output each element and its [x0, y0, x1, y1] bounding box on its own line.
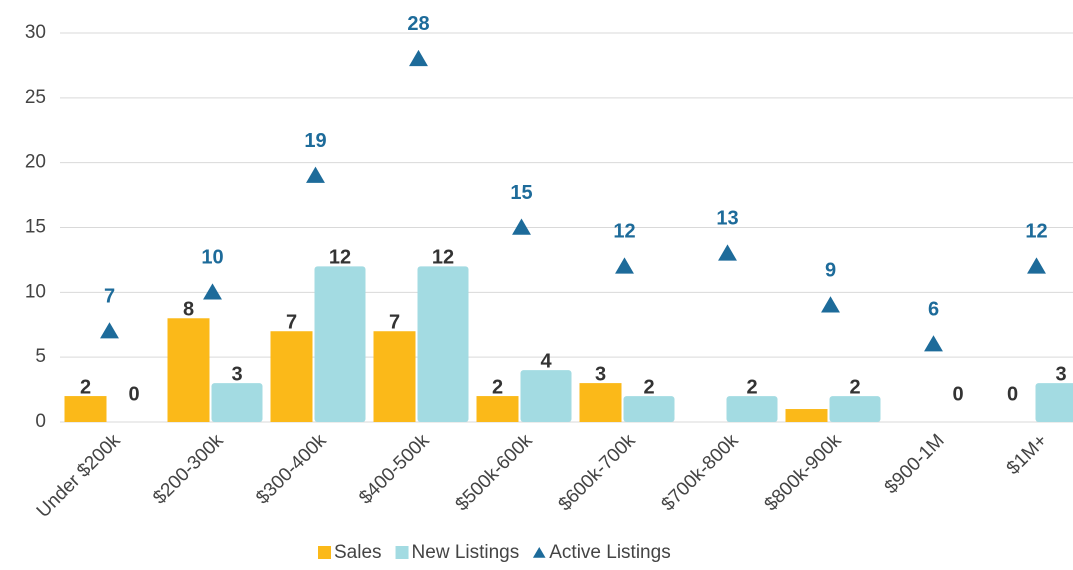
bar: [785, 409, 828, 422]
x-tick-label: $600k-700k: [555, 430, 640, 515]
value-label: 4: [540, 350, 552, 372]
marker: [100, 322, 119, 339]
value-label: 7: [104, 286, 115, 308]
value-label: 12: [329, 247, 351, 269]
marker: [615, 257, 634, 274]
value-label: 3: [1055, 363, 1066, 385]
value-label: 28: [407, 13, 429, 35]
legend-marker: [532, 547, 546, 558]
y-tick-label: 25: [25, 87, 46, 108]
value-label: 12: [432, 247, 454, 269]
bar: [1035, 383, 1073, 422]
x-tick-label: $700k-800k: [658, 430, 743, 515]
x-tick-label: $300-400k: [252, 430, 331, 509]
marker: [512, 218, 531, 235]
bar: [726, 396, 778, 422]
value-label: 2: [849, 376, 860, 398]
value-label: 12: [1025, 221, 1047, 243]
bar: [64, 396, 107, 422]
value-label: 3: [595, 363, 606, 385]
bar: [417, 266, 469, 422]
marker: [306, 166, 325, 183]
y-tick-label: 10: [25, 281, 46, 302]
value-label: 2: [746, 376, 757, 398]
bar: [829, 396, 881, 422]
y-tick-label: 0: [35, 411, 46, 432]
bar: [476, 396, 519, 422]
bar: [520, 370, 572, 422]
value-label: 2: [643, 376, 654, 398]
x-tick-label: $1M+: [1003, 430, 1052, 479]
value-label: 7: [286, 312, 297, 334]
bar: [623, 396, 675, 422]
x-tick-label: $200-300k: [149, 430, 228, 509]
value-label: 19: [304, 130, 326, 152]
bar: [270, 331, 313, 422]
y-tick-label: 5: [35, 346, 46, 367]
x-tick-label: $500k-600k: [452, 430, 537, 515]
bar: [211, 383, 263, 422]
legend-swatch: [318, 546, 331, 559]
value-label: 12: [613, 221, 635, 243]
legend-label: Active Listings: [549, 542, 670, 563]
x-tick-label: $800k-900k: [761, 430, 846, 515]
marker: [203, 283, 222, 300]
marker: [409, 49, 428, 67]
value-label: 9: [825, 260, 836, 282]
x-tick-label: $400-500k: [355, 430, 434, 509]
x-tick-label: Under $200k: [33, 430, 125, 522]
marker: [1027, 257, 1046, 274]
bar: [314, 266, 366, 422]
value-label: 2: [80, 376, 91, 398]
value-label: 0: [1007, 383, 1018, 405]
value-label: 3: [231, 363, 242, 385]
bar: [579, 383, 622, 422]
y-tick-label: 20: [25, 152, 46, 173]
value-label: 7: [389, 312, 400, 334]
marker: [924, 335, 943, 352]
bar: [167, 318, 210, 422]
x-tick-label: $900-1M: [881, 430, 949, 498]
legend-swatch: [395, 546, 409, 559]
value-label: 2: [492, 376, 503, 398]
value-label: 8: [183, 299, 194, 321]
y-tick-label: 30: [25, 22, 46, 43]
value-label: 6: [928, 298, 939, 320]
value-label: 15: [510, 182, 532, 204]
marker: [718, 244, 737, 261]
y-tick-label: 15: [25, 217, 46, 238]
marker: [821, 296, 840, 313]
value-label: 10: [201, 247, 223, 269]
value-label: 0: [128, 383, 139, 405]
bar: [373, 331, 416, 422]
legend-label: New Listings: [412, 542, 520, 563]
legend-label: Sales: [334, 542, 382, 563]
value-label: 13: [716, 208, 738, 230]
value-label: 0: [952, 383, 963, 405]
